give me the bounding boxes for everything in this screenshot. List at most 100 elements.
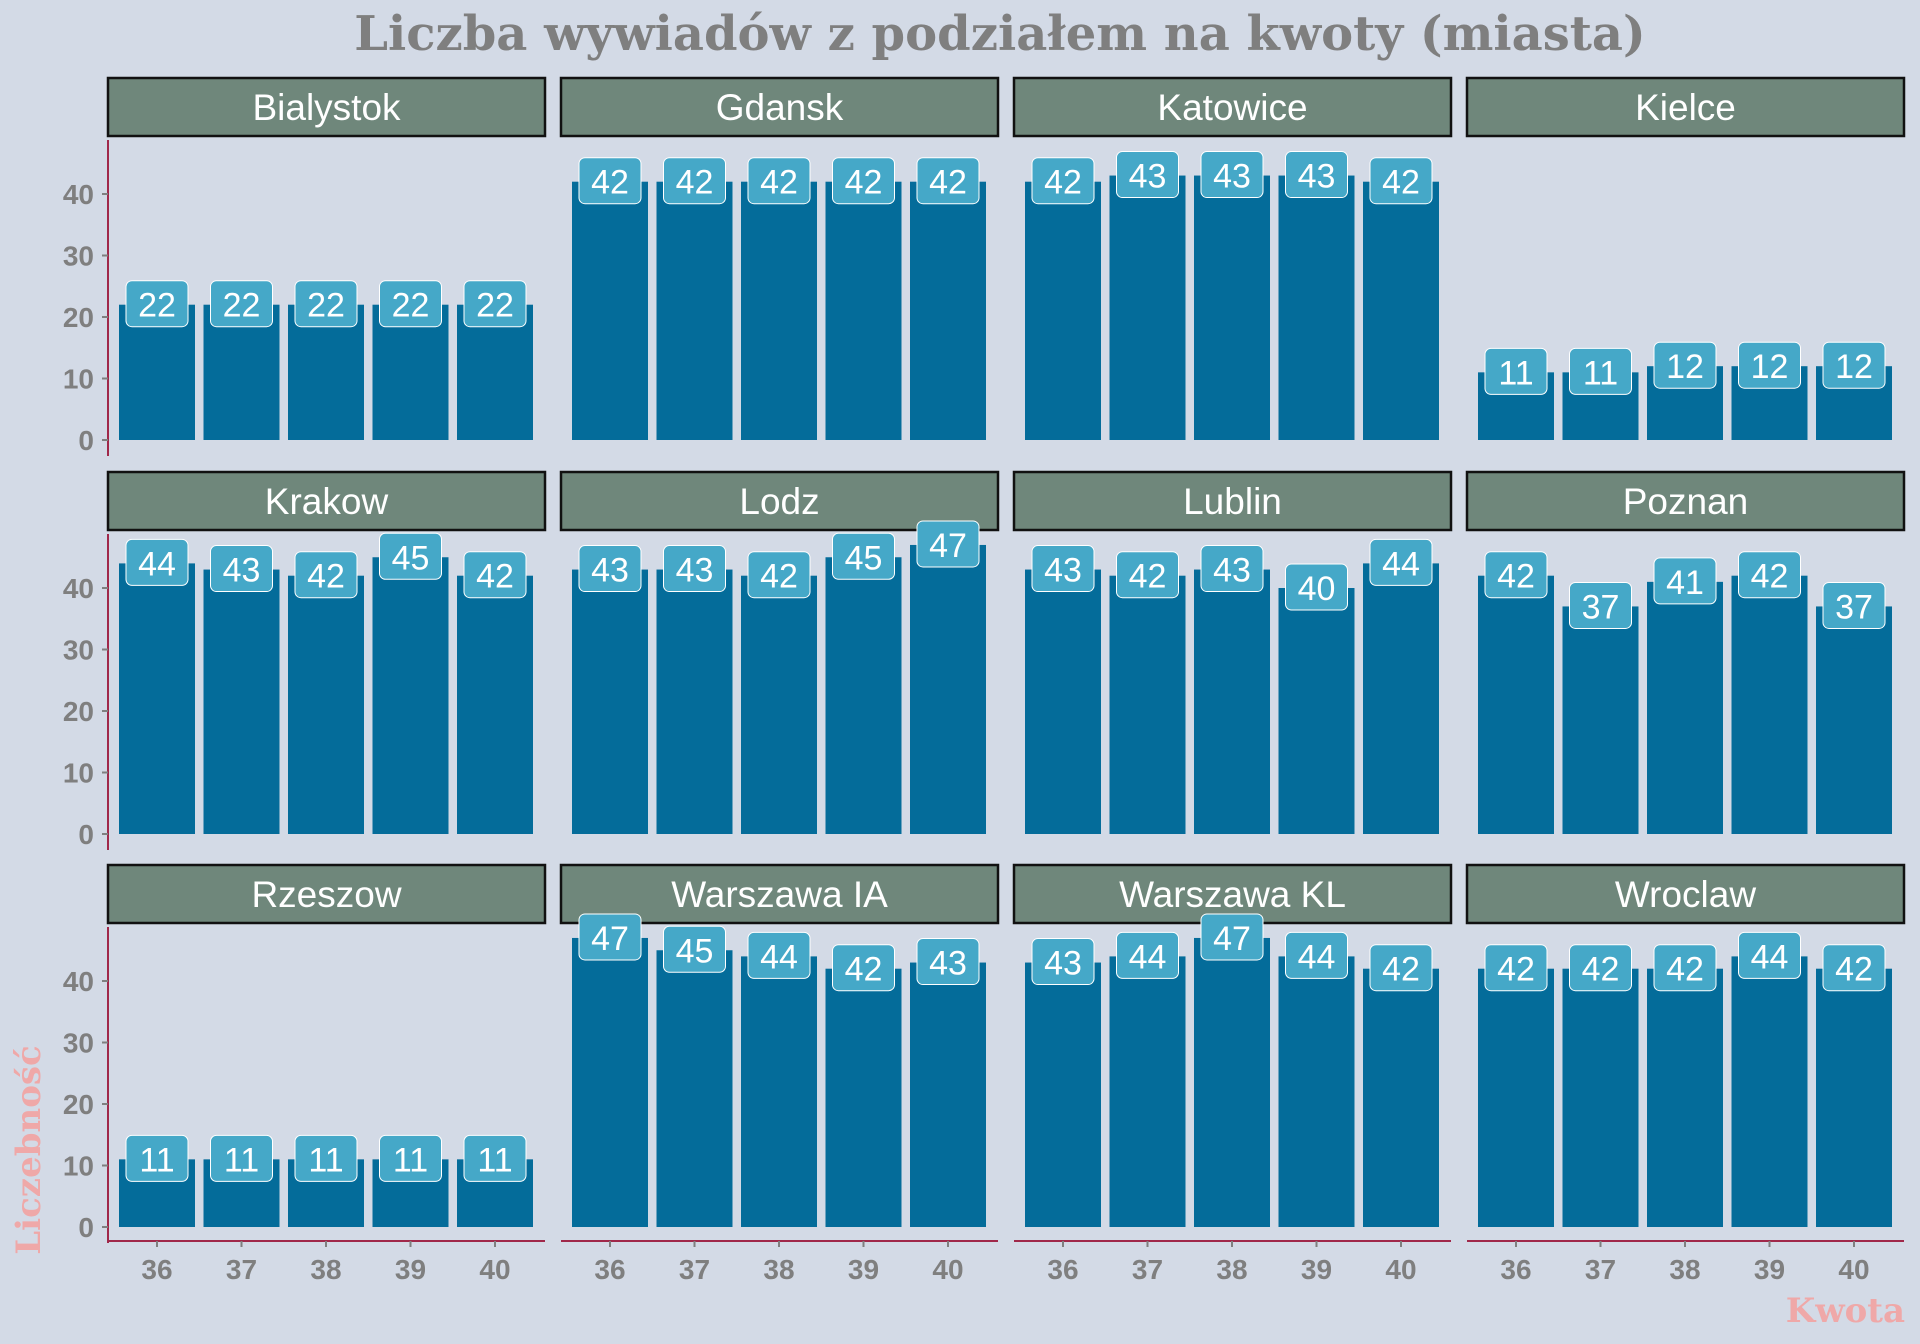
data-label-box (747, 931, 811, 979)
x-tick-label: 40 (1385, 1254, 1416, 1285)
x-tick-label: 36 (1500, 1254, 1531, 1285)
y-tick-label: 10 (63, 1151, 94, 1182)
bar (572, 937, 648, 1227)
data-label-box (1031, 938, 1095, 986)
x-tick-label: 36 (1047, 1254, 1078, 1285)
y-axis-title: Liczebność (9, 1045, 49, 1254)
data-label: 42 (591, 164, 629, 202)
bar (288, 304, 364, 440)
data-label-box (379, 1134, 442, 1182)
data-label: 37 (1582, 588, 1620, 626)
x-tick-label: 36 (594, 1254, 625, 1285)
bar (656, 569, 733, 834)
bar (1109, 956, 1186, 1227)
data-label: 43 (1298, 158, 1336, 196)
facet-strip (1465, 863, 1906, 925)
data-label-box (1569, 347, 1632, 395)
bar (457, 575, 533, 834)
data-label: 44 (138, 545, 176, 583)
bar (1562, 968, 1639, 1227)
bar (203, 304, 280, 440)
data-label: 42 (1497, 951, 1535, 989)
data-label: 12 (1835, 348, 1873, 386)
data-label-box (463, 1134, 527, 1182)
facet-lodz: Lodz 43 43 42 45 47 (559, 470, 1000, 834)
data-label: 11 (393, 1141, 428, 1179)
data-label: 11 (477, 1141, 512, 1179)
data-label: 22 (392, 287, 430, 325)
facet-strip-label: Lodz (739, 481, 819, 522)
data-label: 42 (1582, 951, 1620, 989)
data-label-box (1200, 151, 1264, 199)
bar (457, 304, 533, 440)
data-label: 42 (1666, 951, 1704, 989)
bar (372, 304, 449, 440)
data-label-box (1484, 944, 1548, 992)
data-label: 42 (760, 558, 798, 596)
data-label: 43 (1213, 158, 1251, 196)
facet-strip-label: Katowice (1157, 87, 1307, 128)
data-label-box (1822, 944, 1886, 992)
facet-strip (1465, 76, 1906, 138)
x-tick-label: 39 (1754, 1254, 1785, 1285)
facet-strip-label: Bialystok (252, 87, 401, 128)
data-label-box (1369, 944, 1433, 992)
data-label-box (1738, 931, 1801, 979)
bar (572, 569, 648, 834)
y-tick-label: 20 (63, 302, 94, 333)
y-tick-label: 30 (63, 241, 94, 272)
data-label: 42 (307, 558, 345, 596)
bar (1194, 937, 1270, 1227)
facet-strip-label: Gdansk (716, 87, 844, 128)
bar (572, 181, 648, 440)
data-label: 12 (1666, 348, 1704, 386)
facet-kielce: Kielce 11 11 12 12 12 (1465, 76, 1906, 440)
bar (1731, 956, 1808, 1227)
data-label-box (663, 545, 726, 593)
bar (1478, 575, 1554, 834)
facet-bialystok: Bialystok 22 22 22 22 22 0 10 20 30 40 (63, 76, 547, 456)
y-tick-label: 10 (63, 364, 94, 395)
x-tick-label: 38 (763, 1254, 794, 1285)
data-label: 42 (1129, 558, 1167, 596)
x-tick-label: 38 (310, 1254, 341, 1285)
data-label: 42 (1497, 558, 1535, 596)
facet-strip (106, 470, 547, 532)
bar (1109, 175, 1186, 441)
bar (656, 950, 733, 1227)
facet-strip-label: Kielce (1635, 87, 1736, 128)
x-tick-label: 40 (479, 1254, 510, 1285)
data-label: 11 (224, 1141, 259, 1179)
facet-strip-label: Poznan (1623, 481, 1749, 522)
bar (656, 181, 733, 440)
data-label-box (1369, 538, 1433, 586)
data-label-box (1653, 557, 1717, 605)
data-label: 43 (591, 552, 629, 590)
data-label-box (578, 545, 642, 593)
data-label: 11 (1498, 354, 1533, 392)
x-tick-label: 38 (1216, 1254, 1247, 1285)
data-label: 41 (1666, 564, 1704, 602)
data-label: 40 (1298, 570, 1336, 608)
data-label: 42 (1751, 558, 1789, 596)
data-label-box (1200, 913, 1264, 961)
data-label: 22 (307, 287, 345, 325)
data-label: 47 (1213, 920, 1251, 958)
data-label-box (294, 551, 358, 599)
x-tick-label: 40 (1838, 1254, 1869, 1285)
data-label-box (663, 925, 726, 973)
bar (1363, 181, 1439, 440)
data-label: 11 (308, 1141, 343, 1179)
data-label: 42 (760, 164, 798, 202)
y-tick-label: 0 (78, 819, 94, 850)
data-label: 42 (1382, 164, 1420, 202)
bar (910, 181, 986, 440)
data-label: 43 (1213, 552, 1251, 590)
data-label: 11 (1583, 354, 1618, 392)
bar (910, 962, 986, 1227)
data-label: 45 (392, 539, 430, 577)
data-label-box (1116, 931, 1179, 979)
bar (741, 575, 817, 834)
